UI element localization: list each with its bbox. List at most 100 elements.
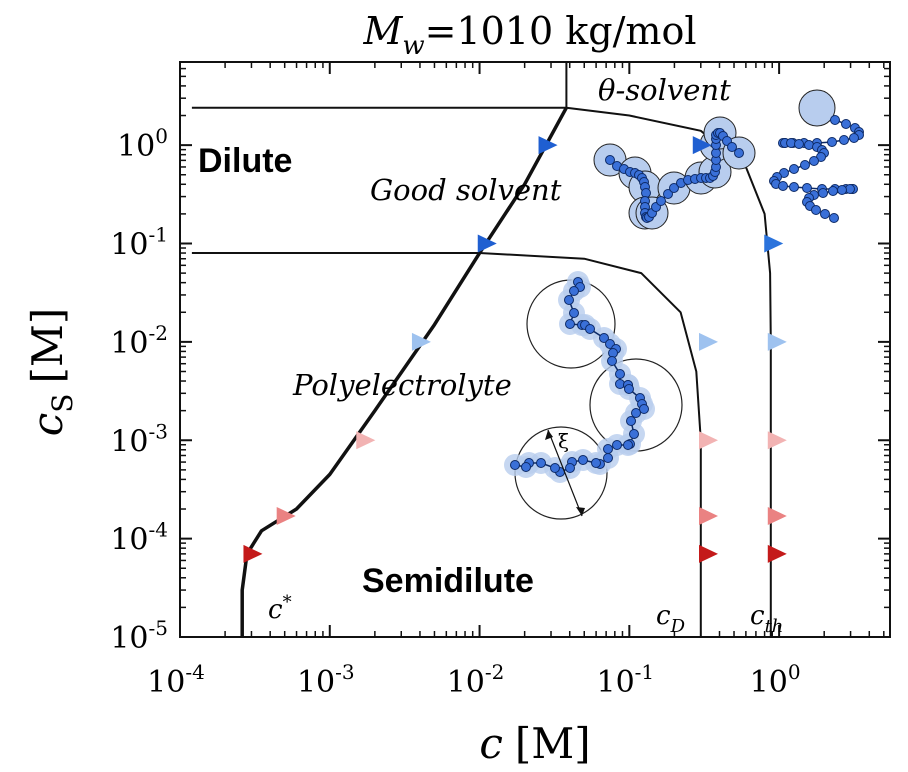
y-tick-exp: -5	[149, 616, 168, 640]
boundary-line-0	[240, 106, 568, 637]
y-label-subscript: S	[46, 394, 79, 413]
y-tick-label: 100	[117, 124, 168, 164]
theta-blob	[798, 89, 836, 127]
y-tick-label: 10-1	[110, 223, 168, 263]
data-marker	[698, 544, 718, 563]
xi-arrow-head	[545, 430, 553, 440]
x-label-symbol: c	[479, 719, 503, 768]
chain-bead	[734, 148, 744, 158]
chain-bead	[818, 188, 828, 198]
data-marker	[698, 332, 718, 351]
chain-bead	[510, 460, 520, 470]
xi-arrow	[547, 429, 583, 517]
data-marker	[477, 234, 497, 253]
chain-bead	[656, 196, 666, 206]
x-axis-label: c [M]	[479, 719, 590, 768]
data-marker	[538, 136, 558, 155]
xi-label: ξ	[558, 429, 569, 453]
y-axis-label: cS [M]	[23, 308, 79, 437]
chain-bead	[521, 462, 531, 472]
chain-bead	[631, 408, 641, 418]
chain-bead	[837, 185, 847, 195]
boundary-line-1	[191, 252, 702, 637]
chain-bead	[578, 455, 588, 465]
chain-bead	[669, 183, 679, 193]
chain-bead	[663, 189, 673, 199]
y-tick-exp: 0	[155, 124, 168, 148]
data-marker	[767, 332, 787, 351]
data-marker	[692, 136, 712, 155]
data-marker	[356, 431, 376, 450]
c-th-base: c	[750, 601, 765, 631]
data-marker	[767, 506, 787, 525]
chain-bead	[565, 319, 575, 329]
region-dilute: Dilute	[198, 142, 292, 180]
chain-bead	[550, 463, 560, 473]
x-tick-base: 10	[596, 665, 634, 700]
c-d-sub: D	[670, 616, 686, 637]
label-c-d: cD	[656, 601, 686, 637]
plot-frame	[179, 61, 891, 638]
data-marker	[411, 332, 431, 351]
x-tick-label: 10-4	[147, 660, 205, 700]
chain-bead	[569, 286, 579, 296]
chain-bead	[639, 404, 649, 414]
chain-bead	[605, 155, 615, 165]
chain-bead	[789, 182, 799, 192]
c-star-base: c	[268, 595, 283, 625]
chain-bead	[839, 135, 849, 145]
chain-bead	[603, 444, 613, 454]
chain-bead	[626, 416, 636, 426]
y-tick-base: 10	[110, 621, 148, 656]
data-marker	[764, 234, 784, 253]
chain-bead	[615, 369, 625, 379]
x-tick-label: 10-1	[596, 660, 654, 700]
boundary-lines	[191, 62, 772, 637]
chain-bead	[849, 133, 859, 143]
x-tick-base: 10	[297, 665, 335, 700]
x-tick-exp: -3	[335, 660, 354, 684]
x-tick-label: 100	[750, 660, 801, 700]
chain-bead	[569, 308, 579, 318]
x-tick-exp: -1	[635, 660, 654, 684]
chain-bead	[607, 356, 617, 366]
boundary-line-2	[566, 106, 772, 637]
x-tick-base: 10	[750, 665, 788, 700]
x-tick-label: 10-3	[297, 660, 355, 700]
chain-bead	[830, 115, 840, 125]
label-c-th: cth	[750, 601, 783, 637]
title-symbol: M	[362, 9, 403, 53]
chain-bead	[623, 440, 633, 450]
chart-title: Mw=1010 kg/mol	[362, 9, 696, 61]
c-star-sup: *	[283, 592, 292, 613]
data-markers	[243, 136, 787, 563]
y-tick-label: 10-3	[110, 419, 168, 459]
x-tick-label: 10-2	[447, 660, 505, 700]
chain-bead	[802, 183, 812, 193]
x-tick-exp: -2	[485, 660, 504, 684]
title-subscript: w	[402, 31, 424, 61]
chain-bead	[828, 186, 838, 196]
chain-bead	[811, 205, 821, 215]
y-tick-base: 10	[117, 129, 155, 164]
y-tick-label: 10-5	[110, 616, 168, 656]
chain-bead	[564, 295, 574, 305]
data-marker	[698, 506, 718, 525]
x-tick-base: 10	[447, 665, 485, 700]
data-marker	[767, 544, 787, 563]
polyelectrolyte-chain: ξ	[504, 271, 683, 520]
theta-solvent-coil	[769, 89, 864, 223]
chain-bead	[612, 440, 622, 450]
chain-bead	[591, 458, 601, 468]
data-marker	[698, 431, 718, 450]
chain-bead	[829, 213, 839, 223]
x-tick-exp: -4	[185, 660, 204, 684]
polymer-illustrations: ξ	[504, 89, 864, 520]
y-tick-exp: -2	[149, 321, 168, 345]
c-d-base: c	[656, 601, 671, 631]
title-value: =1010 kg/mol	[425, 9, 697, 53]
chain-bead	[809, 156, 819, 166]
y-tick-label: 10-4	[110, 518, 168, 558]
chain-bead	[800, 160, 810, 170]
